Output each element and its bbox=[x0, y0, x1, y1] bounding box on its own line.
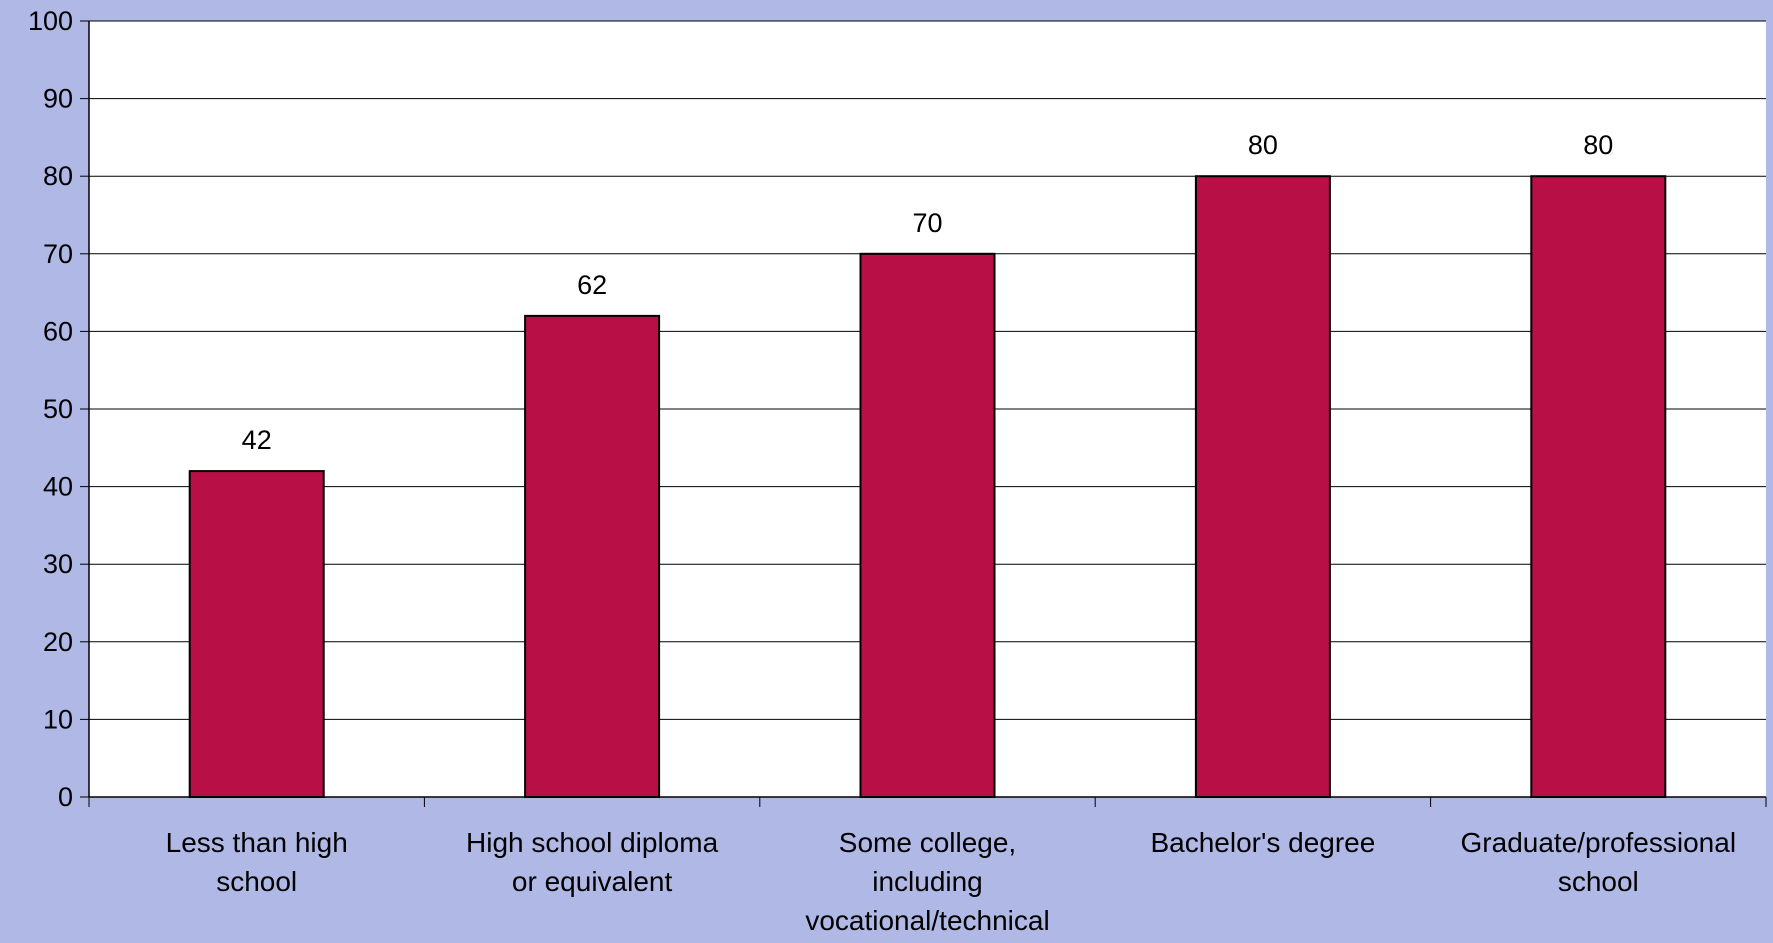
bars bbox=[188, 175, 1667, 799]
y-tick-label-90: 90 bbox=[43, 84, 73, 114]
y-tick-label-70: 70 bbox=[43, 239, 73, 269]
x-tick-label-line: Bachelor's degree bbox=[1150, 827, 1375, 858]
data-label-5: 80 bbox=[1583, 130, 1613, 160]
x-tick-label-1: Less than high school bbox=[166, 827, 348, 897]
x-tick-label-line: including bbox=[872, 866, 983, 897]
bar-4 bbox=[1194, 175, 1331, 798]
y-tick-label-20: 20 bbox=[43, 627, 73, 657]
x-tick-label-4: Bachelor's degree bbox=[1150, 827, 1375, 858]
data-label-3: 70 bbox=[912, 208, 942, 238]
y-tick-label-10: 10 bbox=[43, 704, 73, 734]
x-tick-label-line: or equivalent bbox=[512, 866, 673, 897]
bar-5 bbox=[1530, 175, 1667, 798]
x-tick-label-line: vocational/technical bbox=[805, 905, 1049, 936]
data-label-4: 80 bbox=[1248, 130, 1278, 160]
bar-2 bbox=[524, 314, 661, 798]
x-tick-label-line: Less than high bbox=[166, 827, 348, 858]
y-tick-label-30: 30 bbox=[43, 549, 73, 579]
data-labels: 42 62 70 80 80 bbox=[242, 130, 1614, 455]
x-tick-label-3: Some college, including vocational/technic… bbox=[805, 827, 1049, 936]
x-tick-label-line: Some college, bbox=[839, 827, 1016, 858]
x-tick-label-line: school bbox=[216, 866, 297, 897]
x-tick-label-line: school bbox=[1558, 866, 1639, 897]
y-tick-label-50: 50 bbox=[43, 394, 73, 424]
bar-3 bbox=[859, 252, 996, 799]
x-tick-label-line: Graduate/professional bbox=[1461, 827, 1737, 858]
y-axis-ticks: 0 10 20 30 40 50 60 70 80 90 100 bbox=[28, 6, 89, 812]
y-tick-label-0: 0 bbox=[58, 782, 73, 812]
data-label-2: 62 bbox=[577, 270, 607, 300]
x-axis-labels: Less than high school High school diploma o… bbox=[166, 827, 1736, 936]
y-tick-label-60: 60 bbox=[43, 316, 73, 346]
data-label-1: 42 bbox=[242, 425, 272, 455]
axes bbox=[88, 21, 1767, 807]
x-tick-label-2: High school diploma or equivalent bbox=[466, 827, 719, 897]
y-tick-label-40: 40 bbox=[43, 472, 73, 502]
y-tick-label-100: 100 bbox=[28, 6, 73, 36]
x-tick-label-5: Graduate/professional school bbox=[1461, 827, 1737, 897]
bar-1 bbox=[188, 470, 325, 798]
x-tick-label-line: High school diploma bbox=[466, 827, 719, 858]
y-tick-label-80: 80 bbox=[43, 161, 73, 191]
